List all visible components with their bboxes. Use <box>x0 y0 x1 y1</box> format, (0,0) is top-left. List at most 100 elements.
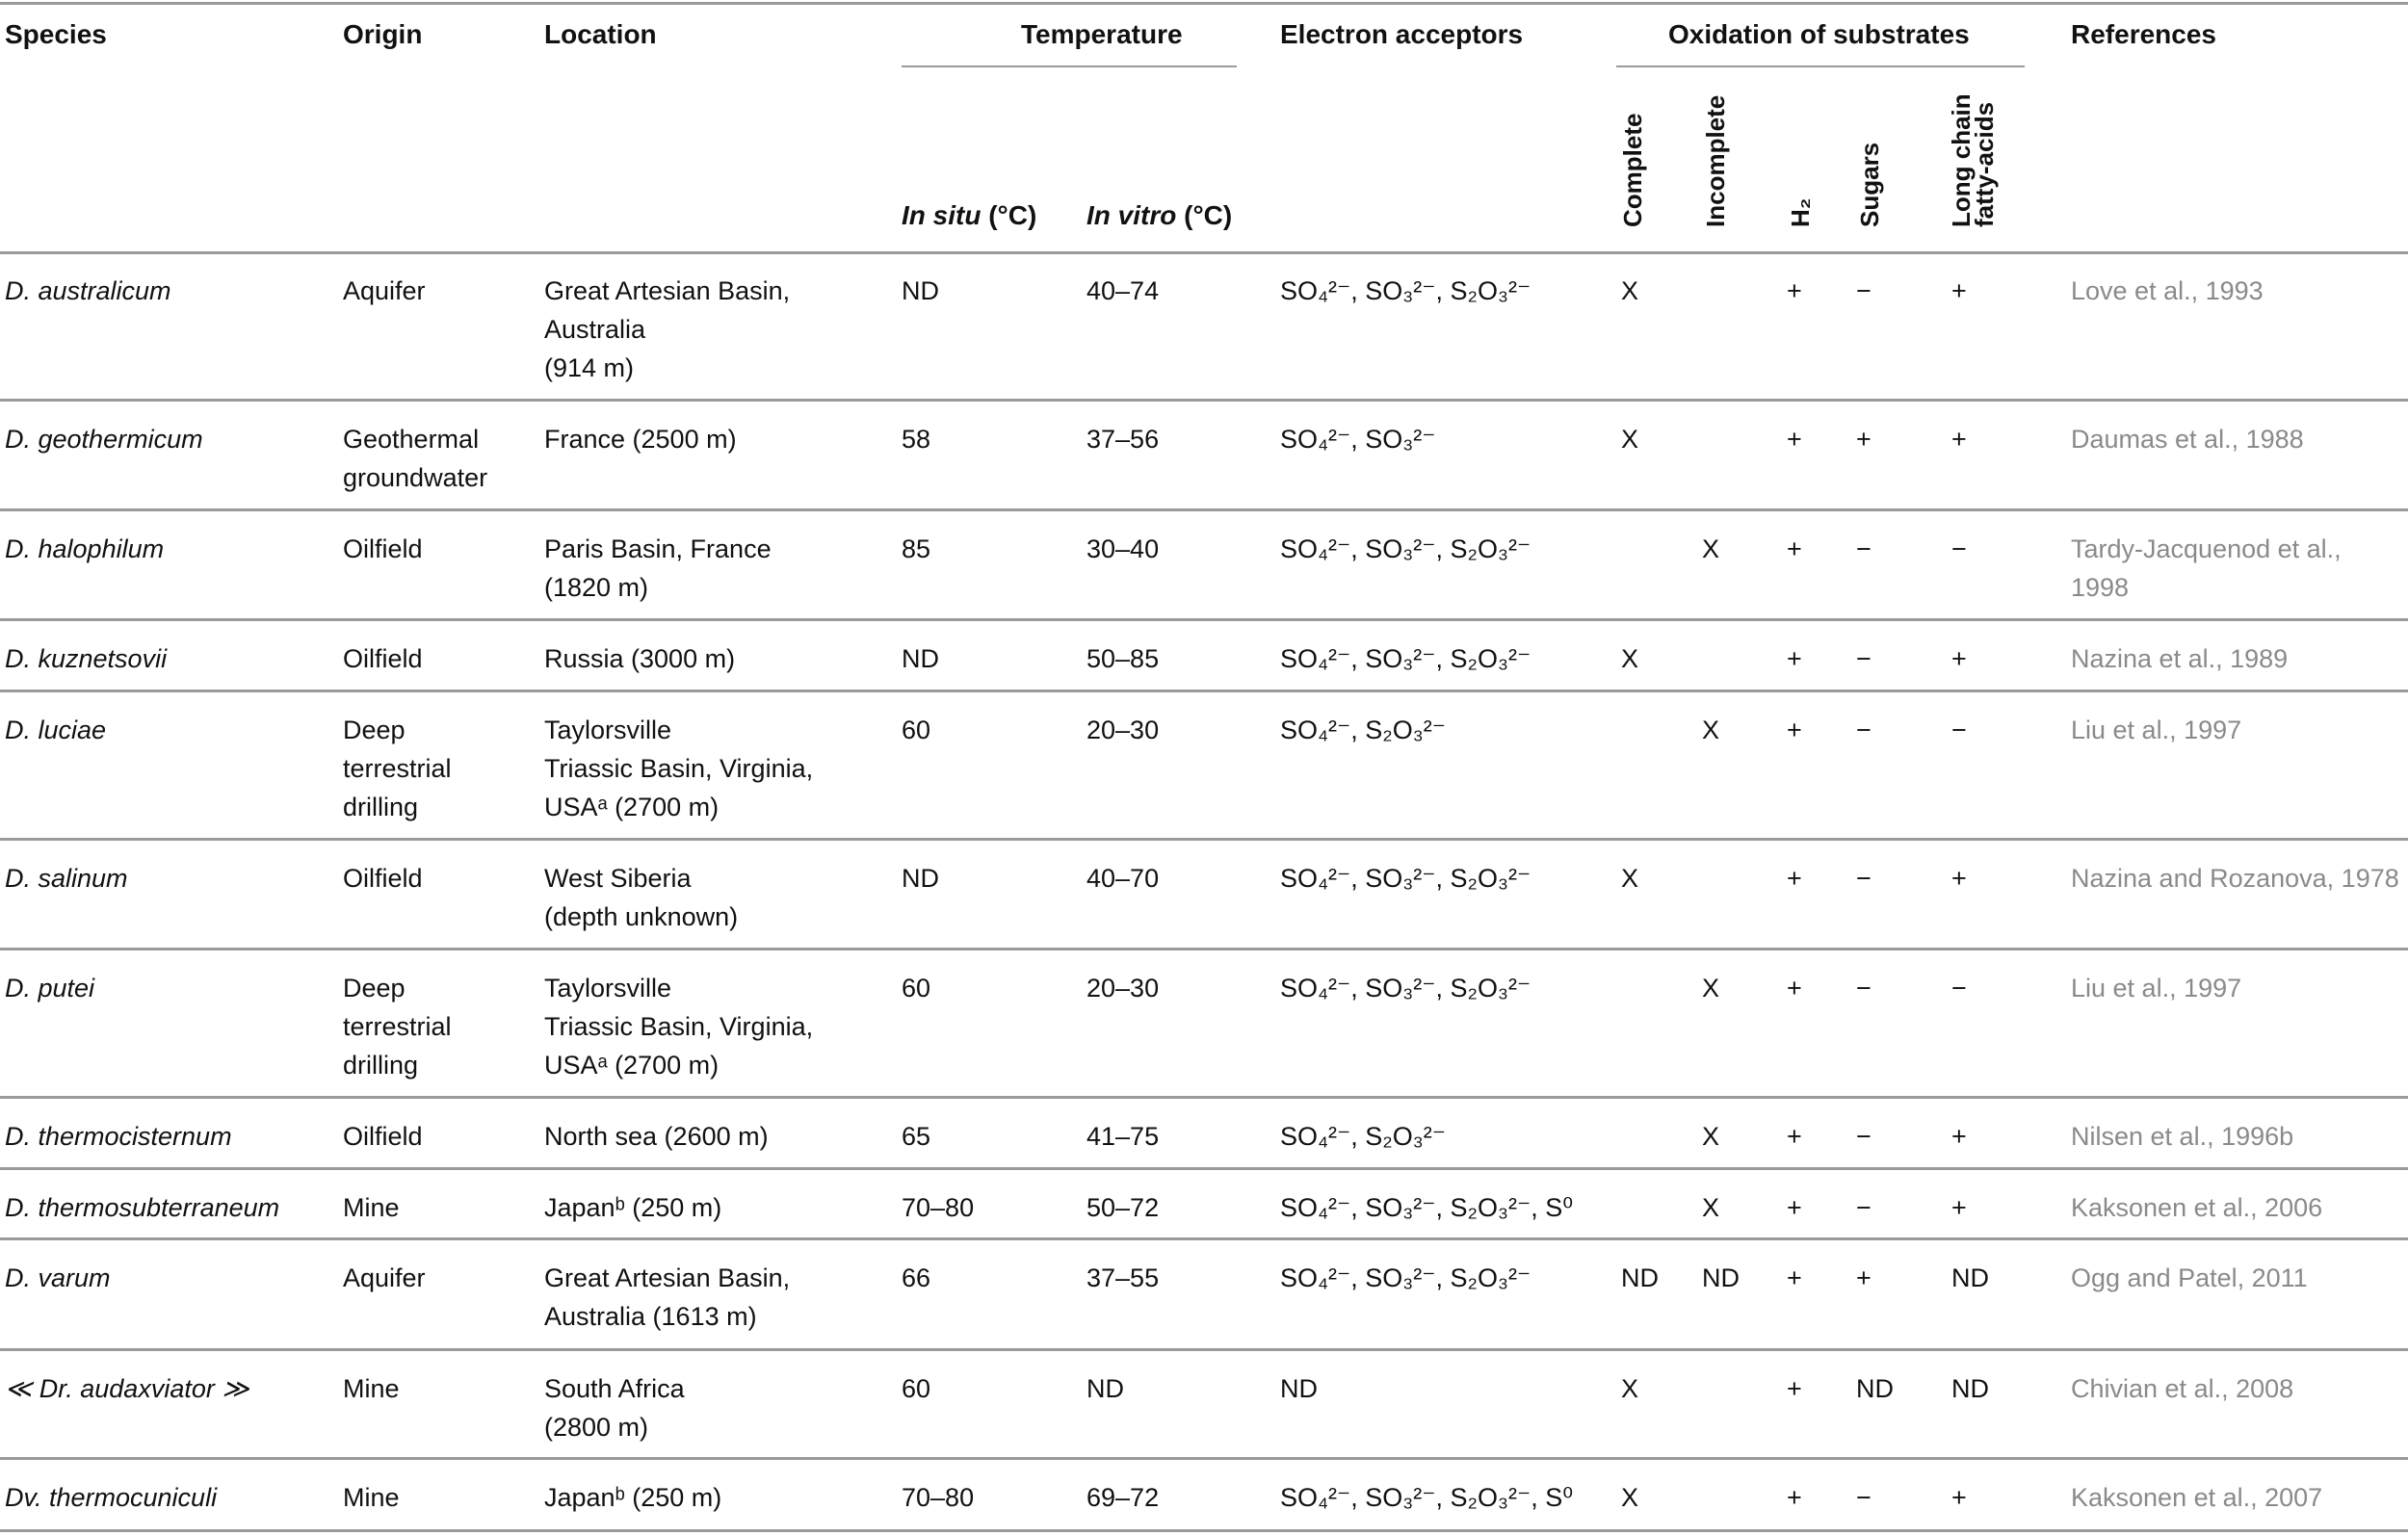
cell-h2: + <box>1787 1483 1802 1512</box>
cell-ref: Kaksonen et al., 2006 <box>2071 1193 2323 1222</box>
cell-sugars: + <box>1856 425 1871 454</box>
cell-in-situ: 60 <box>902 974 931 1002</box>
table-row: D. thermocisternum Oilfield North sea (260… <box>0 1098 2408 1170</box>
cell-species: D. thermocisternum <box>5 1122 232 1151</box>
cell-origin: Mine <box>343 1483 400 1512</box>
cell-h2: + <box>1787 276 1802 305</box>
cell-acceptors: SO₄²⁻, SO₃²⁻ <box>1280 425 1436 454</box>
cell-acceptors: SO₄²⁻, SO₃²⁻, S₂O₃²⁻, S⁰ <box>1280 1193 1574 1222</box>
cell-lcfa: + <box>1951 1193 1967 1222</box>
cell-lcfa: − <box>1951 534 1967 563</box>
cell-in-vitro: 30–40 <box>1086 534 1160 563</box>
header-sugars: Sugars <box>1855 142 1884 227</box>
cell-complete: X <box>1621 425 1639 454</box>
header-lcfa: Long chain fatty-acids <box>1947 93 1999 227</box>
cell-in-situ: 66 <box>902 1263 931 1292</box>
cell-ref: Ogg and Patel, 2011 <box>2071 1263 2308 1292</box>
cell-complete: X <box>1621 276 1639 305</box>
row-rule <box>0 1237 2408 1240</box>
cell-sugars: − <box>1856 644 1871 673</box>
cell-location: Russia (3000 m) <box>544 644 736 673</box>
table-row: D. australicum Aquifer Great Artesian Basi… <box>0 252 2408 402</box>
cell-ref: Nilsen et al., 1996b <box>2071 1122 2294 1151</box>
cell-origin: Aquifer <box>343 276 426 305</box>
cell-in-vitro: 41–75 <box>1086 1122 1160 1151</box>
in-vitro-unit: (°C) <box>1184 200 1233 230</box>
cell-in-situ: 85 <box>902 534 931 563</box>
cell-in-situ: 70–80 <box>902 1483 975 1512</box>
cell-acceptors: SO₄²⁻, S₂O₃²⁻ <box>1280 716 1447 744</box>
cell-incomplete: X <box>1702 534 1720 563</box>
cell-complete: X <box>1621 644 1639 673</box>
cell-species: D. luciae <box>5 716 107 744</box>
cell-in-vitro: 37–56 <box>1086 425 1160 454</box>
row-rule <box>0 948 2408 950</box>
cell-species: D. salinum <box>5 864 128 893</box>
table-row: Dv. thermocuniculi Mine Japanᵇ (250 m) 70–8… <box>0 1459 2408 1532</box>
cell-in-situ: 70–80 <box>902 1193 975 1222</box>
cell-acceptors: SO₄²⁻, SO₃²⁻, S₂O₃²⁻ <box>1280 276 1531 305</box>
cell-location: South Africa (2800 m) <box>544 1374 685 1442</box>
header-species: Species <box>5 19 107 49</box>
cell-acceptors: SO₄²⁻, SO₃²⁻, S₂O₃²⁻ <box>1280 534 1531 563</box>
cell-location: Taylorsville Triassic Basin, Virginia, U… <box>544 716 814 821</box>
cell-acceptors: SO₄²⁻, SO₃²⁻, S₂O₃²⁻ <box>1280 974 1531 1002</box>
cell-acceptors: SO₄²⁻, S₂O₃²⁻ <box>1280 1122 1447 1151</box>
cell-origin: Mine <box>343 1374 400 1403</box>
table-row: D. putei Deep terrestrial drilling Taylors… <box>0 950 2408 1099</box>
cell-ref: Kaksonen et al., 2007 <box>2071 1483 2323 1512</box>
cell-in-vitro: 69–72 <box>1086 1483 1160 1512</box>
oxidation-rule <box>1616 65 2025 67</box>
cell-location: Great Artesian Basin, Australia (1613 m) <box>544 1263 791 1331</box>
cell-sugars: ND <box>1856 1374 1894 1403</box>
table-row: D. thermosubterraneum Mine Japanᵇ (250 m) 7… <box>0 1169 2408 1240</box>
cell-in-vitro: 20–30 <box>1086 716 1160 744</box>
header-location: Location <box>544 19 657 49</box>
cell-h2: + <box>1787 425 1802 454</box>
cell-lcfa: − <box>1951 974 1967 1002</box>
cell-origin: Mine <box>343 1193 400 1222</box>
cell-in-situ: ND <box>902 864 939 893</box>
cell-lcfa: + <box>1951 1483 1967 1512</box>
cell-location: Japanᵇ (250 m) <box>544 1483 722 1512</box>
cell-sugars: − <box>1856 276 1871 305</box>
row-rule <box>0 1457 2408 1460</box>
cell-lcfa: + <box>1951 864 1967 893</box>
cell-sugars: − <box>1856 1122 1871 1151</box>
cell-location: Paris Basin, France (1820 m) <box>544 534 772 602</box>
cell-in-vitro: 40–74 <box>1086 276 1160 305</box>
cell-species: D. halophilum <box>5 534 165 563</box>
cell-origin: Oilfield <box>343 864 423 893</box>
header-references: References <box>2071 19 2216 49</box>
cell-h2: + <box>1787 716 1802 744</box>
cell-incomplete: X <box>1702 716 1720 744</box>
cell-h2: + <box>1787 1263 1802 1292</box>
cell-lcfa: + <box>1951 425 1967 454</box>
cell-lcfa: + <box>1951 644 1967 673</box>
row-rule <box>0 690 2408 692</box>
cell-h2: + <box>1787 644 1802 673</box>
cell-species: ≪ Dr. audaxviator ≫ <box>5 1374 249 1403</box>
cell-in-vitro: 20–30 <box>1086 974 1160 1002</box>
cell-h2: + <box>1787 534 1802 563</box>
cell-lcfa: − <box>1951 716 1967 744</box>
row-rule <box>0 1529 2408 1532</box>
cell-location: Taylorsville Triassic Basin, Virginia, U… <box>544 974 814 1080</box>
cell-h2: + <box>1787 1374 1802 1403</box>
temperature-rule <box>902 65 1237 67</box>
cell-in-situ: 60 <box>902 716 931 744</box>
row-rule <box>0 1096 2408 1099</box>
cell-in-vitro: 37–55 <box>1086 1263 1160 1292</box>
header-complete: Complete <box>1618 113 1647 227</box>
table-row: D. luciae Deep terrestrial drilling Taylor… <box>0 691 2408 841</box>
cell-lcfa: + <box>1951 1122 1967 1151</box>
cell-in-situ: ND <box>902 644 939 673</box>
cell-in-vitro: 40–70 <box>1086 864 1160 893</box>
cell-species: D. thermosubterraneum <box>5 1193 280 1222</box>
cell-complete: X <box>1621 1483 1639 1512</box>
cell-species: D. kuznetsovii <box>5 644 168 673</box>
cell-in-vitro: 50–85 <box>1086 644 1160 673</box>
cell-h2: + <box>1787 1193 1802 1222</box>
header-h2: H₂ <box>1786 197 1815 227</box>
cell-in-vitro: 50–72 <box>1086 1193 1160 1222</box>
